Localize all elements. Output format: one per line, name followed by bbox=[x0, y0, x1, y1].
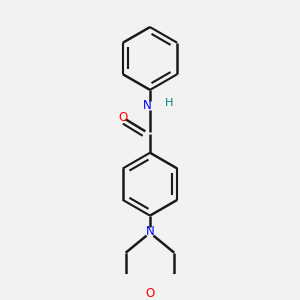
Text: N: N bbox=[146, 225, 154, 238]
Text: H: H bbox=[164, 98, 173, 108]
Text: O: O bbox=[118, 111, 128, 124]
Text: N: N bbox=[143, 99, 152, 112]
Text: O: O bbox=[146, 287, 154, 300]
